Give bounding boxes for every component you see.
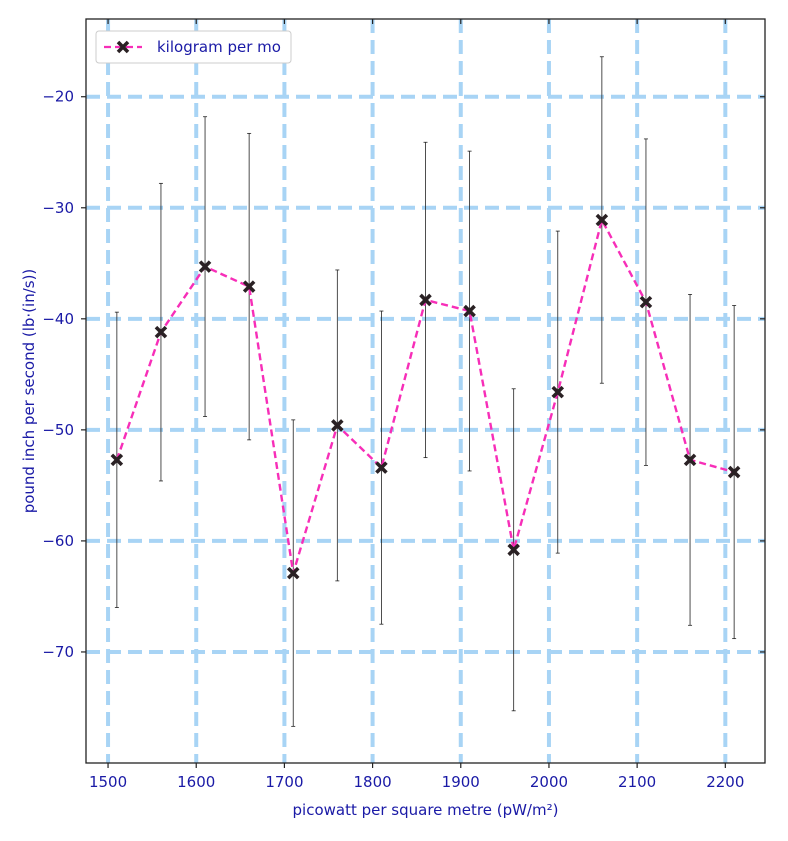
data-point bbox=[639, 295, 653, 309]
data-point bbox=[375, 461, 388, 474]
y-tick-label: −60 bbox=[42, 532, 74, 550]
x-tick-label: 1900 bbox=[442, 773, 480, 791]
marker-stroke bbox=[242, 280, 256, 293]
y-tick-label: −30 bbox=[42, 199, 74, 217]
data-point bbox=[286, 566, 300, 580]
series-markers bbox=[110, 213, 741, 580]
marker-stroke bbox=[116, 40, 130, 54]
marker-stroke bbox=[154, 325, 168, 339]
data-point bbox=[727, 465, 741, 479]
marker-stroke bbox=[639, 295, 653, 309]
y-axis-label: pound inch per second (lb·(in/s)) bbox=[20, 269, 38, 514]
x-tick-label: 2200 bbox=[706, 773, 744, 791]
data-point bbox=[595, 213, 609, 227]
y-tick-label: −40 bbox=[42, 310, 74, 328]
marker-stroke bbox=[375, 461, 388, 474]
y-tick-label: −50 bbox=[42, 421, 74, 439]
marker-stroke bbox=[507, 543, 520, 557]
x-tick-label: 2000 bbox=[530, 773, 568, 791]
data-point bbox=[110, 453, 124, 467]
data-point bbox=[198, 260, 212, 273]
marker-stroke bbox=[331, 419, 344, 432]
plot-frame bbox=[85, 18, 766, 764]
x-tick-label: 1800 bbox=[353, 773, 391, 791]
marker-stroke bbox=[419, 293, 432, 307]
marker-stroke bbox=[595, 213, 609, 227]
x-axis-label: picowatt per square metre (pW/m²) bbox=[293, 801, 559, 819]
legend-marker-stroke bbox=[116, 40, 130, 54]
x-tick-label: 2100 bbox=[618, 773, 656, 791]
ticks: 1500 1600 1700 1800 1900 2000 2100 2200 −70 −60 −5… bbox=[42, 19, 765, 791]
marker-stroke bbox=[286, 566, 300, 580]
data-point bbox=[551, 385, 565, 399]
legend-marker-x-icon bbox=[116, 40, 130, 54]
legend: kilogram per mo bbox=[95, 30, 292, 64]
marker-stroke bbox=[198, 260, 212, 273]
data-point bbox=[419, 293, 432, 307]
marker-stroke bbox=[727, 465, 741, 479]
legend-label: kilogram per mo bbox=[157, 38, 281, 56]
error-bars bbox=[114, 56, 737, 727]
data-point bbox=[463, 304, 476, 318]
data-point bbox=[331, 419, 344, 432]
data-point bbox=[507, 543, 520, 557]
x-tick-label: 1700 bbox=[265, 773, 303, 791]
x-tick-label: 1500 bbox=[89, 773, 127, 791]
y-tick-label: −70 bbox=[42, 643, 74, 661]
marker-stroke bbox=[551, 385, 565, 399]
marker-stroke bbox=[110, 453, 124, 467]
marker-stroke bbox=[463, 304, 476, 318]
data-point bbox=[154, 325, 168, 339]
legend-box bbox=[95, 30, 292, 64]
x-tick-label: 1600 bbox=[177, 773, 215, 791]
data-point bbox=[242, 280, 256, 293]
marker-stroke bbox=[683, 453, 697, 467]
data-point bbox=[683, 453, 697, 467]
y-tick-label: −20 bbox=[42, 88, 74, 106]
